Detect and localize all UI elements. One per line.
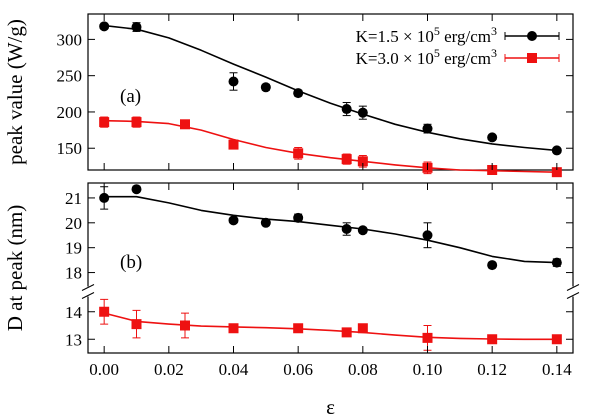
data-point <box>260 82 271 93</box>
y-tick-label: 14 <box>65 303 83 322</box>
panel-label-b: (b) <box>120 252 142 273</box>
data-point <box>357 225 368 236</box>
data-point <box>131 184 142 195</box>
axis-break-gap <box>566 286 580 297</box>
data-point <box>487 260 498 271</box>
y-tick-label: 20 <box>65 214 82 233</box>
y-tick-label: 18 <box>65 264 82 283</box>
x-tick-label: 0.12 <box>477 360 507 379</box>
data-point <box>228 323 239 334</box>
axis-break-mark <box>81 284 95 291</box>
data-point <box>422 230 433 241</box>
x-axis-title: ε <box>326 395 335 419</box>
panel-a: 150 200 250 300 peak value (W/g) (a) <box>3 13 574 178</box>
data-point <box>180 320 190 331</box>
y-axis-title-a: peak value (W/g) <box>3 19 27 165</box>
x-tick-label: 0.00 <box>89 360 119 379</box>
fit-line <box>104 195 557 264</box>
y-tick-label: 150 <box>57 139 83 158</box>
data-point <box>357 323 368 334</box>
y-tick-label: 13 <box>65 330 82 349</box>
fit-line <box>104 24 557 152</box>
x-tick-label: 0.06 <box>283 360 313 379</box>
data-point <box>341 327 352 338</box>
data-point <box>551 145 562 156</box>
legend-label: K=3.0 × 105 erg/cm3 <box>356 46 497 68</box>
data-point <box>422 123 433 134</box>
data-point <box>131 117 142 128</box>
data-point <box>487 132 498 143</box>
data-point <box>180 119 190 130</box>
x-tick-label: 0.10 <box>413 360 443 379</box>
panel-label-a: (a) <box>120 86 141 107</box>
data-point <box>527 53 537 63</box>
y-tick-label: 250 <box>57 67 83 86</box>
data-point <box>487 334 498 345</box>
data-point <box>99 192 110 203</box>
y-axis-title-b: D at peak (nm) <box>3 205 27 332</box>
data-point <box>293 148 304 159</box>
x-axis: 0.00 0.02 0.04 0.06 0.08 0.10 0.12 0.14 ε <box>89 14 572 419</box>
axis-break-gap <box>81 286 95 297</box>
panel-b-frame <box>87 182 574 354</box>
axis-break-mark <box>566 284 580 291</box>
data-point <box>293 212 304 223</box>
data-point <box>551 257 562 268</box>
y-tick-label: 200 <box>57 103 83 122</box>
data-point <box>293 323 304 334</box>
data-point <box>422 332 433 343</box>
data-point <box>293 88 304 99</box>
data-point <box>99 306 110 317</box>
x-tick-label: 0.04 <box>219 360 249 379</box>
data-point <box>341 154 352 165</box>
fit-line <box>104 119 557 173</box>
axis-break-mark <box>81 292 95 299</box>
y-tick-label: 300 <box>57 30 83 49</box>
x-tick-label: 0.02 <box>154 360 184 379</box>
y-tick-label: 19 <box>65 239 82 258</box>
panel-a-frame <box>87 13 574 171</box>
data-point <box>551 334 562 345</box>
data-point <box>357 107 368 118</box>
data-point <box>99 21 110 32</box>
fit-line <box>104 312 557 341</box>
y-tick-label: 21 <box>65 189 82 208</box>
data-point <box>99 117 110 128</box>
x-tick-label: 0.14 <box>542 360 572 379</box>
data-point <box>551 167 562 178</box>
x-tick-label: 0.08 <box>348 360 378 379</box>
legend-label: K=1.5 × 105 erg/cm3 <box>356 24 497 46</box>
data-point <box>131 319 142 330</box>
data-point <box>228 139 239 150</box>
data-point <box>131 22 142 33</box>
data-point <box>228 76 239 87</box>
data-point <box>341 104 352 115</box>
panel-b: 18 19 20 21 13 14 D at peak (nm) (b) <box>3 182 580 354</box>
data-point <box>260 217 271 228</box>
axis-break-mark <box>566 292 580 299</box>
data-point <box>341 224 352 235</box>
data-point <box>228 215 239 226</box>
data-point <box>527 31 537 41</box>
data-point <box>357 156 368 167</box>
